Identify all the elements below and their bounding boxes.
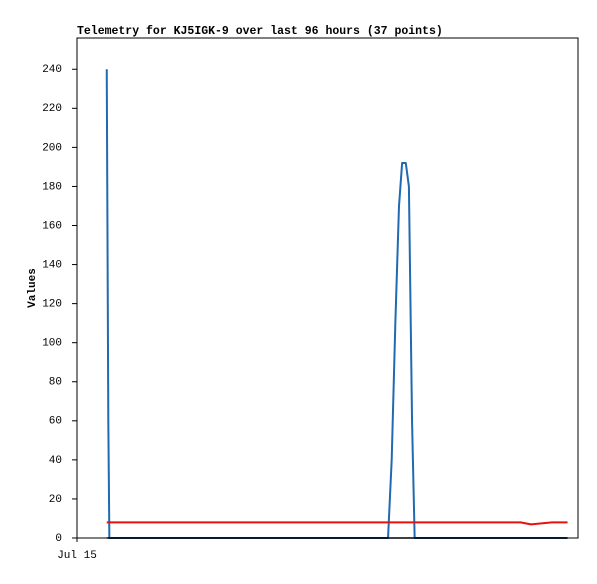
- y-tick-label: 160: [42, 220, 62, 232]
- y-tick-label: 200: [42, 142, 62, 154]
- y-tick-label: 140: [42, 259, 62, 271]
- y-tick-label: 40: [49, 455, 62, 467]
- series-line: [105, 69, 568, 539]
- y-tick-label: 180: [42, 181, 62, 193]
- y-tick-label: 20: [49, 494, 62, 506]
- series-line: [106, 521, 568, 526]
- y-tick-label: 100: [42, 338, 62, 350]
- y-tick-label: 80: [49, 377, 62, 389]
- y-axis-label: Values: [27, 268, 39, 308]
- y-tick-label: 120: [42, 299, 62, 311]
- x-tick-label: Jul 15: [57, 550, 97, 562]
- chart-title: Telemetry for KJ5IGK-9 over last 96 hour…: [77, 25, 443, 38]
- y-tick-label: 220: [42, 103, 62, 115]
- y-tick-label: 60: [49, 416, 62, 428]
- y-tick-label: 0: [55, 533, 62, 545]
- y-tick-label: 240: [42, 64, 62, 76]
- plot-frame: [76, 37, 579, 539]
